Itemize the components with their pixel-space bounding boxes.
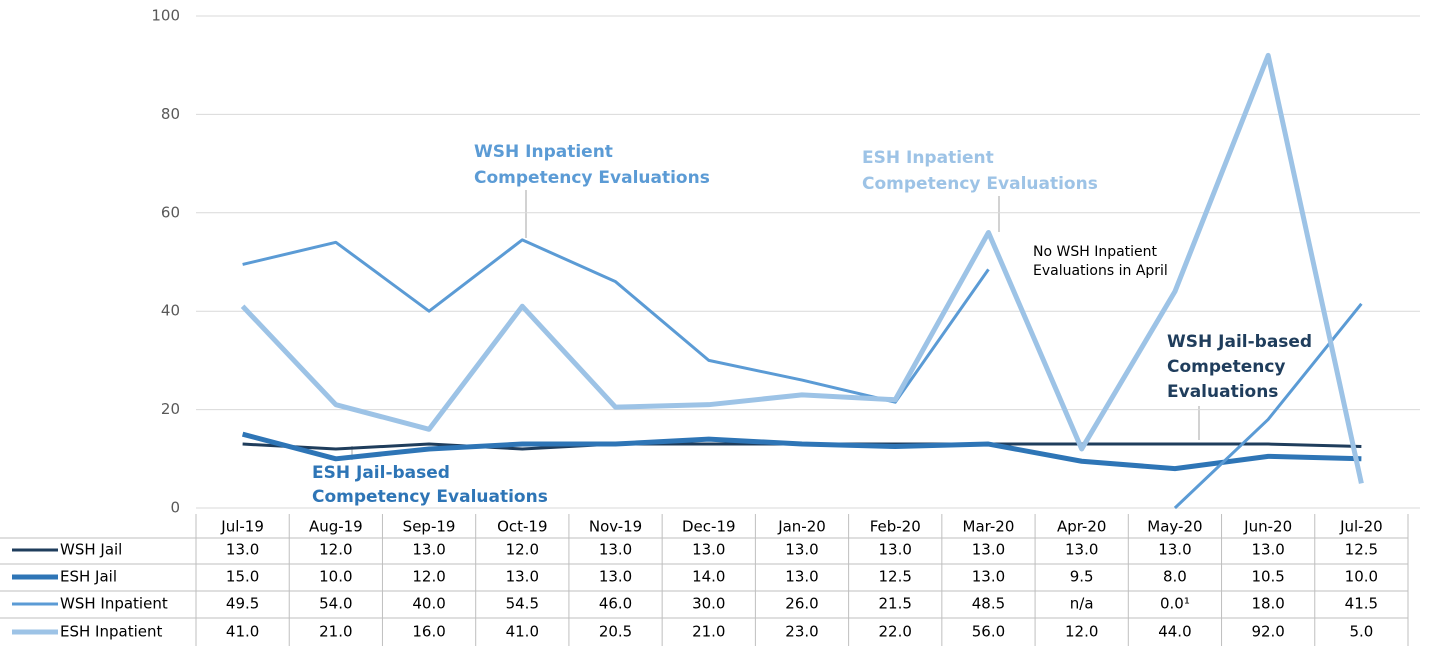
x-tick-label: Jan-20 (777, 518, 826, 536)
data-label: 8.0 (1163, 568, 1187, 586)
legend-label: WSH Jail (60, 541, 122, 559)
data-label: 13.0 (972, 568, 1005, 586)
data-label: 41.0 (506, 623, 539, 641)
data-label: 22.0 (879, 623, 912, 641)
data-label: 20.5 (599, 623, 632, 641)
x-tick-label: Jul-19 (220, 518, 264, 536)
data-label: 49.5 (226, 595, 259, 613)
x-tick-label: Nov-19 (589, 518, 642, 536)
data-label: 13.0 (972, 541, 1005, 559)
data-label: 30.0 (692, 595, 725, 613)
x-tick-label: Aug-19 (309, 518, 363, 536)
data-label: 16.0 (412, 623, 445, 641)
data-label: 21.0 (319, 623, 352, 641)
data-label: 13.0 (785, 541, 818, 559)
data-label: 12.0 (319, 541, 352, 559)
data-label: 15.0 (226, 568, 259, 586)
data-label: 12.5 (879, 568, 912, 586)
data-label: 56.0 (972, 623, 1005, 641)
data-label: 21.0 (692, 623, 725, 641)
x-tick-label: Mar-20 (963, 518, 1015, 536)
annotation: WSH Inpatient (474, 142, 613, 162)
x-tick-label: Feb-20 (870, 518, 921, 536)
data-label: 92.0 (1251, 623, 1284, 641)
data-label: 12.0 (1065, 623, 1098, 641)
x-tick-label: Oct-19 (497, 518, 547, 536)
data-label: 13.0 (599, 568, 632, 586)
x-tick-label: Sep-19 (403, 518, 456, 536)
annotation: Competency (1167, 357, 1286, 377)
data-label: 13.0 (692, 541, 725, 559)
data-label: 12.0 (506, 541, 539, 559)
data-label: 13.0 (785, 568, 818, 586)
data-label: 48.5 (972, 595, 1005, 613)
annotation: Evaluations (1167, 382, 1278, 402)
data-label: 13.0 (879, 541, 912, 559)
data-label: 13.0 (599, 541, 632, 559)
y-tick-label: 80 (161, 105, 180, 123)
data-label: 14.0 (692, 568, 725, 586)
x-tick-label: May-20 (1147, 518, 1202, 536)
data-label: n/a (1070, 595, 1094, 613)
annotation: ESH Jail-based (312, 463, 450, 483)
y-tick-label: 60 (161, 203, 180, 221)
annotation: ESH Inpatient (862, 148, 994, 168)
data-label: 41.5 (1345, 595, 1378, 613)
data-label: 5.0 (1349, 623, 1373, 641)
data-label: 10.0 (1345, 568, 1378, 586)
y-tick-label: 0 (170, 499, 180, 517)
data-label: 18.0 (1251, 595, 1284, 613)
data-label: 23.0 (785, 623, 818, 641)
data-label: 44.0 (1158, 623, 1191, 641)
series-line (241, 431, 1362, 472)
data-label: 54.5 (506, 595, 539, 613)
data-label: 21.5 (879, 595, 912, 613)
data-label: 13.0 (1251, 541, 1284, 559)
legend-label: ESH Jail (60, 568, 117, 586)
data-label: 13.0 (226, 541, 259, 559)
data-label: 12.5 (1345, 541, 1378, 559)
data-label: 13.0 (1065, 541, 1098, 559)
y-tick-label: 40 (161, 302, 180, 320)
data-label: 26.0 (785, 595, 818, 613)
x-tick-label: Apr-20 (1057, 518, 1107, 536)
data-label: 9.5 (1070, 568, 1094, 586)
annotation: Evaluations in April (1033, 263, 1168, 279)
data-label: 12.0 (412, 568, 445, 586)
annotation: Competency Evaluations (474, 168, 710, 188)
data-label: 13.0 (1158, 541, 1191, 559)
annotation: Competency Evaluations (862, 174, 1098, 194)
annotation: No WSH Inpatient (1033, 244, 1158, 260)
data-label: 0.0¹ (1160, 595, 1190, 613)
data-label: 13.0 (412, 541, 445, 559)
series-line (240, 52, 1364, 484)
x-tick-label: Jul-20 (1339, 518, 1383, 536)
annotation: WSH Jail-based (1167, 332, 1312, 352)
y-tick-label: 20 (161, 400, 180, 418)
y-tick-label: 100 (151, 7, 180, 25)
data-label: 10.5 (1251, 568, 1284, 586)
x-tick-label: Jun-20 (1243, 518, 1292, 536)
data-label: 41.0 (226, 623, 259, 641)
data-label: 40.0 (412, 595, 445, 613)
data-label: 13.0 (506, 568, 539, 586)
legend-label: WSH Inpatient (60, 595, 168, 613)
x-tick-label: Dec-19 (682, 518, 736, 536)
data-label: 46.0 (599, 595, 632, 613)
data-label: 10.0 (319, 568, 352, 586)
legend-label: ESH Inpatient (60, 623, 162, 641)
data-label: 54.0 (319, 595, 352, 613)
annotation: Competency Evaluations (312, 487, 548, 507)
